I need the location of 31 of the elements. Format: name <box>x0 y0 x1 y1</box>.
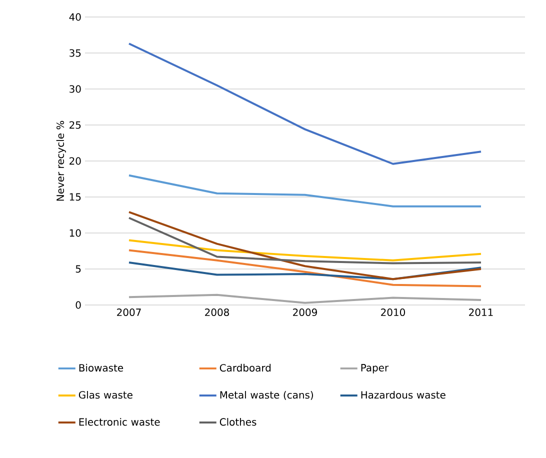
line-series <box>128 42 482 165</box>
y-tick-label: 25 <box>70 121 81 129</box>
legend-label: Glas waste <box>78 390 132 399</box>
line-series <box>128 262 482 280</box>
y-tick-label: 5 <box>76 265 81 273</box>
legend-label: Cardboard <box>220 364 271 372</box>
legend-label: Electronic waste <box>79 418 160 426</box>
legend-label: Paper <box>361 364 389 374</box>
y-axis-title: Never recycle % <box>56 120 66 201</box>
line-series <box>128 294 482 304</box>
x-tick-label: 2011 <box>469 308 493 316</box>
y-tick-label: 40 <box>69 13 81 21</box>
y-tick-label: 35 <box>70 49 81 57</box>
legend-label: Hazardous waste <box>361 390 446 399</box>
y-tick-label: 0 <box>76 301 81 309</box>
x-tick-label: 2007 <box>117 308 141 316</box>
y-tick-label: 10 <box>70 229 81 237</box>
x-tick-label: 2008 <box>205 308 229 316</box>
x-tick-label: 2010 <box>381 308 406 316</box>
line-series <box>128 211 482 280</box>
legend-label: Biowaste <box>79 364 124 372</box>
line-series <box>128 174 482 208</box>
y-tick-label: 20 <box>70 157 81 165</box>
legend-label: Clothes <box>220 418 256 426</box>
y-tick-label: 30 <box>70 85 81 93</box>
x-tick-label: 2009 <box>293 308 317 316</box>
line-series <box>128 216 482 264</box>
y-tick-label: 15 <box>70 193 81 201</box>
legend-label: Metal waste (cans) <box>220 390 313 400</box>
line-series <box>128 249 482 288</box>
line-series <box>128 239 482 262</box>
